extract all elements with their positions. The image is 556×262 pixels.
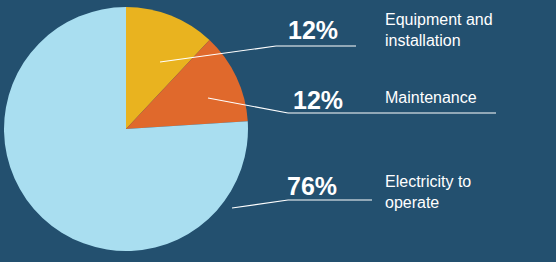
svg-text:76%: 76% (287, 172, 337, 200)
svg-text:12%: 12% (293, 86, 343, 114)
svg-text:Electricity tooperate: Electricity tooperate (385, 173, 471, 211)
svg-text:12%: 12% (288, 16, 338, 44)
svg-text:Maintenance: Maintenance (385, 89, 477, 106)
svg-text:Equipment andinstallation: Equipment andinstallation (385, 11, 493, 49)
